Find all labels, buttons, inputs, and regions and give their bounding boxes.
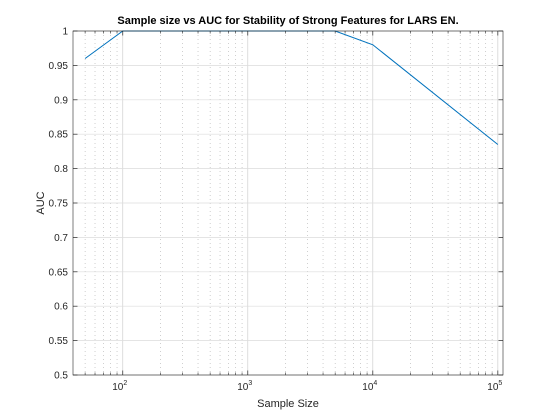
x-tick-label: 102 [112,380,127,393]
y-tick-label: 0.8 [54,164,68,175]
y-tick-label: 1 [62,27,68,38]
y-tick-label: 0.6 [54,302,68,313]
chart-title: Sample size vs AUC for Stability of Stro… [117,15,458,27]
x-tick-label: 104 [362,380,377,393]
y-tick-label: 0.95 [49,61,69,72]
x-tick-label: 103 [237,380,252,393]
y-tick-label: 0.7 [54,233,68,244]
y-tick-label: 0.75 [49,199,69,210]
y-tick-label: 0.65 [49,267,69,278]
x-tick-label: 105 [487,380,502,393]
y-tick-label: 0.55 [49,336,69,347]
tick-layer: 102 103 104 105 0.5 0.55 0.6 0.65 0.7 0.75 0.8 0.85… [49,27,503,393]
y-tick-label: 0.85 [49,130,69,141]
y-tick-label: 0.9 [54,95,68,106]
y-tick-label: 0.5 [54,371,68,382]
x-axis-label: Sample Size [257,398,319,410]
y-axis-label: AUC [35,191,47,214]
